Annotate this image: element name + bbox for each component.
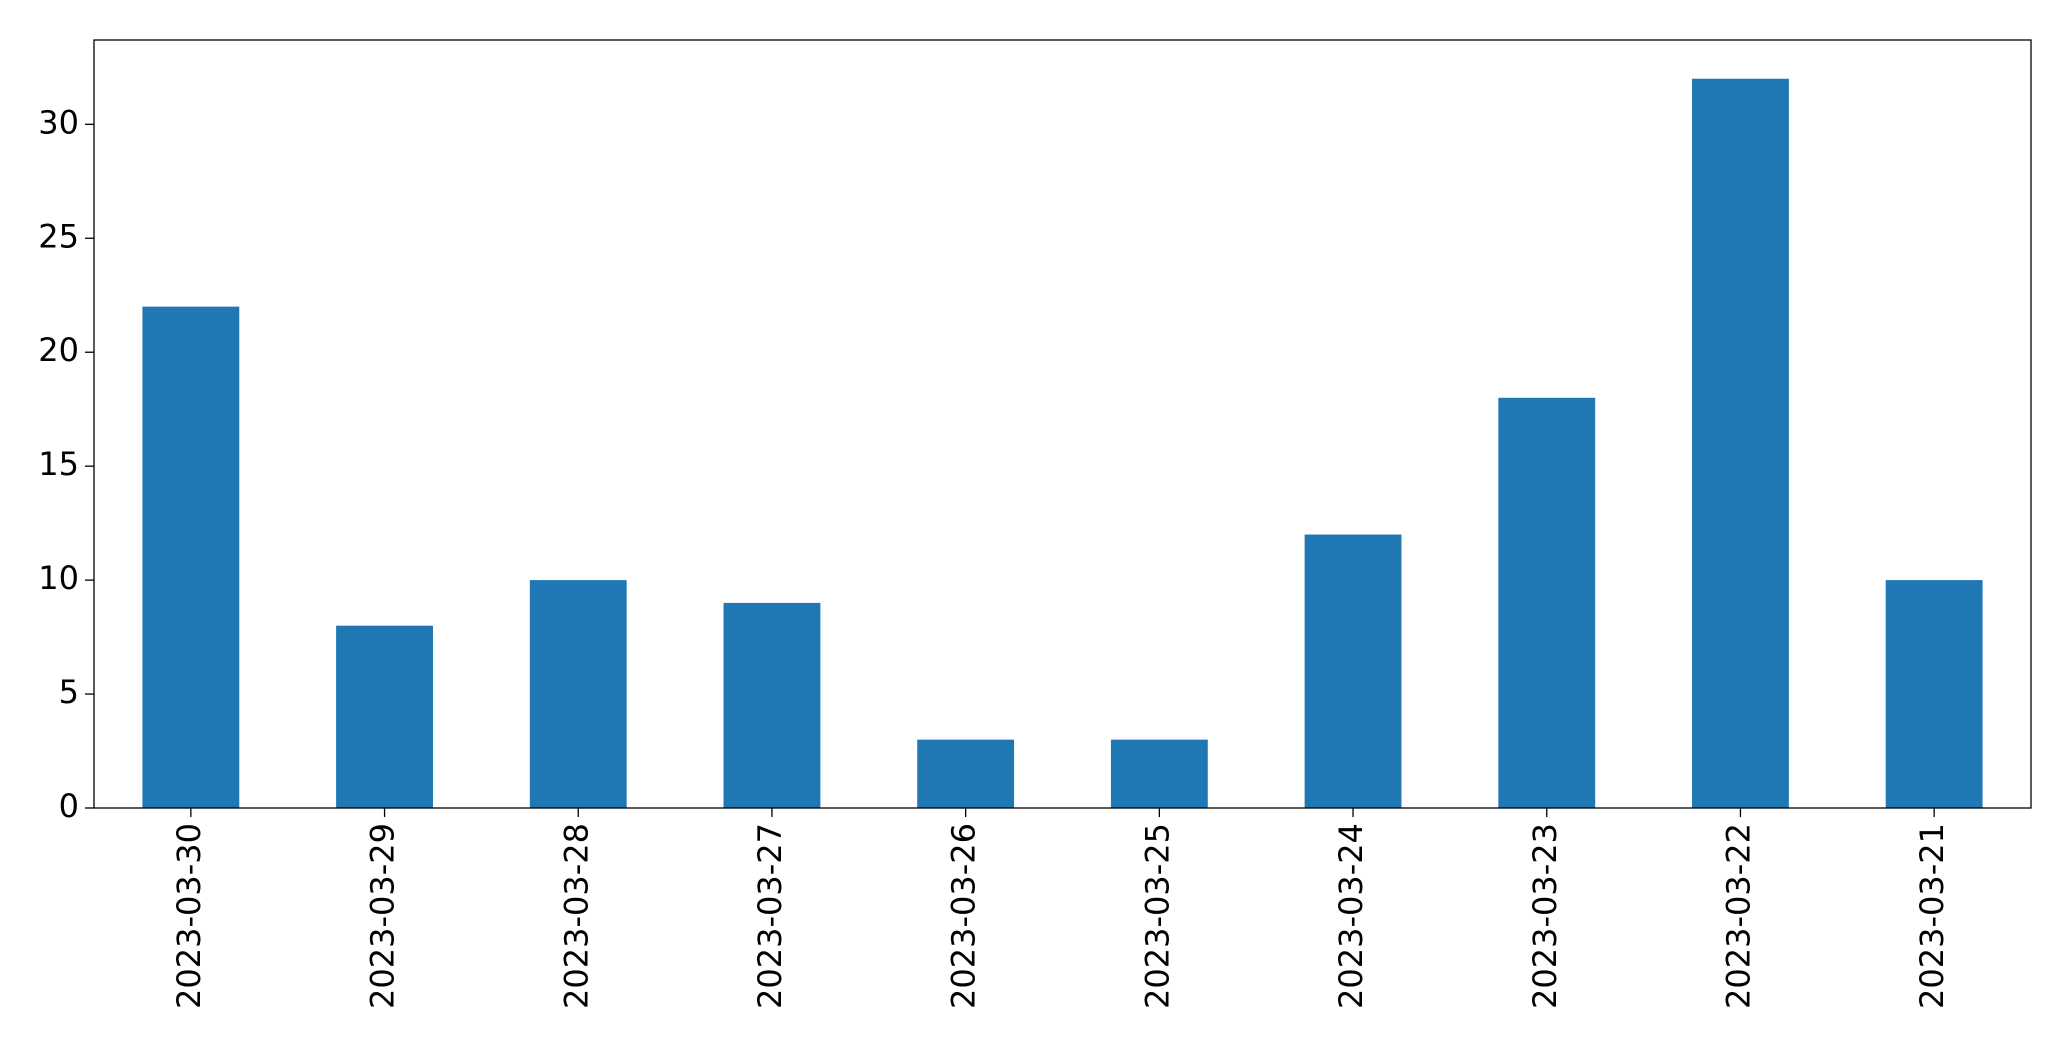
bar [917,739,1015,808]
bar [723,602,821,808]
bar [1885,580,1983,808]
bar [1110,739,1208,808]
plot-frame [93,39,2032,809]
y-tick-label: 20 [38,331,79,369]
x-tick-label: 2023-03-24 [1332,823,1370,1009]
x-tick-label: 2023-03-25 [1138,823,1176,1009]
y-tick-label: 0 [59,787,79,825]
x-tick-label: 2023-03-21 [1913,823,1951,1009]
x-tick-label: 2023-03-22 [1719,823,1757,1009]
x-tick-label: 2023-03-27 [751,823,789,1009]
y-tick-label: 5 [59,673,79,711]
x-tick-label: 2023-03-29 [364,823,402,1009]
bar [1692,78,1789,809]
y-tick-label: 15 [38,445,79,483]
y-tick-label: 25 [38,217,79,255]
bar [1304,534,1402,808]
y-tick-label: 10 [38,559,79,597]
x-tick-label: 2023-03-28 [557,823,595,1009]
bar [336,625,433,808]
y-tick-label: 30 [38,103,79,141]
x-tick-label: 2023-03-23 [1526,823,1564,1009]
x-tick-label: 2023-03-30 [170,823,208,1009]
bar [529,580,627,808]
x-tick-label: 2023-03-26 [945,823,983,1009]
bar [1498,397,1596,808]
bar [142,306,240,808]
